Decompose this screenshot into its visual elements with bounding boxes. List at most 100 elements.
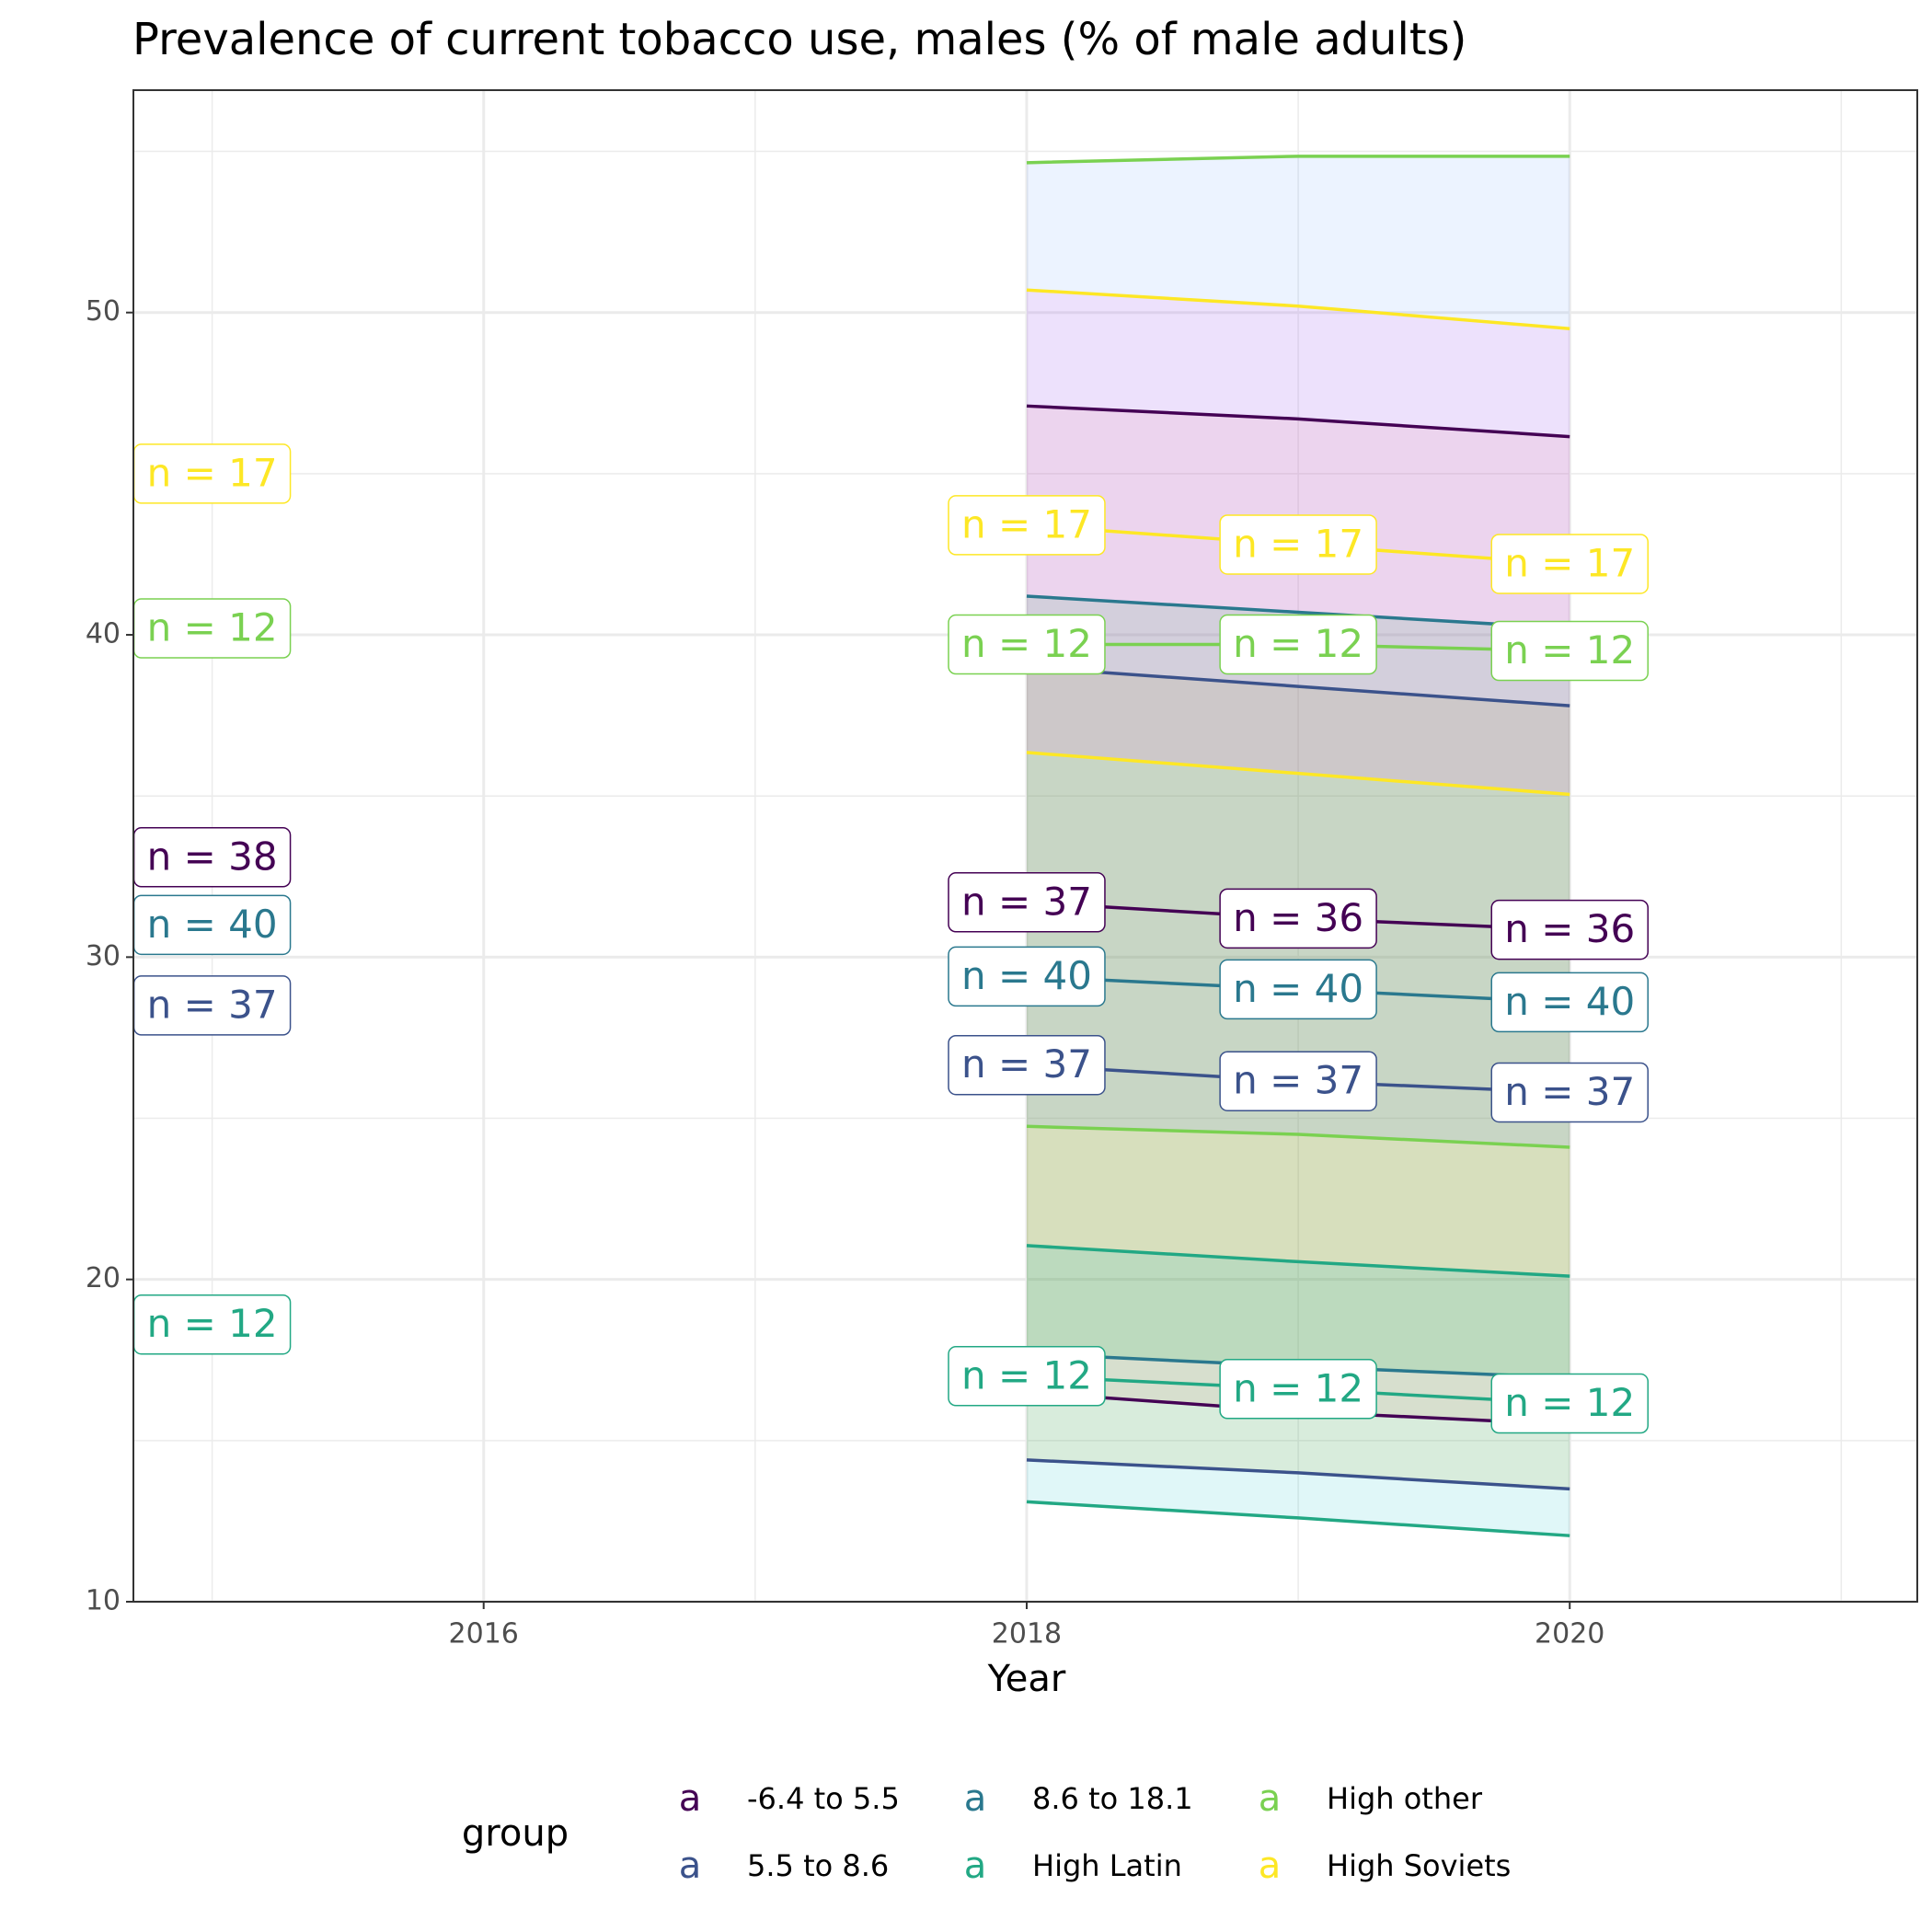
y-tick-label: 20 xyxy=(86,1262,121,1294)
lower-line xyxy=(1026,1500,1570,1537)
data-label-box xyxy=(1490,620,1649,682)
data-label-text: n = 17 xyxy=(147,450,278,495)
legend-label: High Latin xyxy=(1032,1848,1182,1883)
x-tick-label: 2016 xyxy=(449,1618,519,1650)
data-label-text: n = 12 xyxy=(147,605,278,650)
data-label: n = 37 xyxy=(948,872,1106,933)
data-label: n = 12 xyxy=(948,1346,1106,1407)
legend-key: a xyxy=(964,1777,987,1820)
data-label-text: n = 37 xyxy=(961,879,1092,924)
data-label-box xyxy=(1219,959,1377,1020)
data-label-text: n = 38 xyxy=(147,834,278,879)
data-label-box xyxy=(1219,1051,1377,1111)
data-label-box xyxy=(948,1346,1106,1407)
upper-line xyxy=(1026,155,1570,165)
data-label: n = 17 xyxy=(948,495,1106,556)
data-label-text: n = 40 xyxy=(1233,966,1363,1011)
data-label: n = 17 xyxy=(1490,534,1649,594)
legend-title: group xyxy=(462,1812,569,1855)
data-label: n = 40 xyxy=(132,894,292,956)
upper-line xyxy=(1026,1244,1570,1278)
data-label-box xyxy=(1219,888,1377,949)
data-label: n = 38 xyxy=(132,827,292,888)
data-label-text: n = 40 xyxy=(961,953,1092,998)
data-label-box xyxy=(1490,899,1649,960)
data-label-text: n = 37 xyxy=(1504,1069,1635,1114)
data-label-box xyxy=(1490,534,1649,594)
data-label: n = 37 xyxy=(1490,1062,1649,1123)
legend-label: 8.6 to 18.1 xyxy=(1032,1781,1193,1816)
data-label: n = 37 xyxy=(948,1034,1106,1096)
legend-key: a xyxy=(1259,1777,1282,1820)
data-label: n = 12 xyxy=(948,614,1106,675)
x-tick-label: 2020 xyxy=(1535,1618,1604,1650)
data-label-text: n = 12 xyxy=(961,621,1092,666)
data-label: n = 40 xyxy=(1219,959,1377,1020)
data-label: n = 12 xyxy=(1490,620,1649,682)
legend-label: High other xyxy=(1327,1781,1483,1816)
legend-label: 5.5 to 8.6 xyxy=(747,1848,889,1883)
data-label-text: n = 17 xyxy=(1504,540,1635,585)
data-label: n = 12 xyxy=(1490,1373,1649,1434)
data-label: n = 37 xyxy=(1219,1051,1377,1111)
data-label-box xyxy=(1490,1373,1649,1434)
data-label-text: n = 17 xyxy=(1233,521,1363,566)
y-tick-label: 30 xyxy=(86,940,121,972)
x-axis-label: Year xyxy=(987,1658,1066,1700)
data-label: n = 12 xyxy=(1219,1359,1377,1420)
data-label: n = 12 xyxy=(132,1294,292,1355)
data-label-text: n = 36 xyxy=(1504,906,1635,951)
data-label: n = 40 xyxy=(948,946,1106,1007)
y-tick-label: 50 xyxy=(86,295,121,328)
plot-border xyxy=(132,89,1918,1603)
data-label-text: n = 12 xyxy=(1504,627,1635,673)
data-label-text: n = 40 xyxy=(147,902,278,947)
data-label-box xyxy=(948,495,1106,556)
data-label-text: n = 40 xyxy=(1504,979,1635,1024)
data-label-text: n = 37 xyxy=(961,1041,1092,1087)
chart-title: Prevalence of current tobacco use, males… xyxy=(132,14,1466,65)
y-tick-label: 40 xyxy=(86,618,121,650)
lines xyxy=(1026,155,1570,1537)
upper-line xyxy=(1026,288,1570,330)
data-label-text: n = 12 xyxy=(1504,1380,1635,1425)
data-label-box xyxy=(1219,514,1377,575)
legend-key: a xyxy=(1259,1845,1282,1887)
upper-line xyxy=(1026,594,1570,630)
data-label-text: n = 12 xyxy=(961,1352,1092,1397)
y-tick-label: 10 xyxy=(86,1585,121,1617)
data-label-box xyxy=(1490,1062,1649,1123)
data-label-text: n = 12 xyxy=(147,1301,278,1346)
data-label: n = 17 xyxy=(1219,514,1377,575)
data-label-text: n = 12 xyxy=(1233,621,1363,666)
data-label: n = 17 xyxy=(132,443,292,504)
data-label-text: n = 12 xyxy=(1233,1365,1363,1410)
data-label-box xyxy=(948,614,1106,675)
data-label: n = 12 xyxy=(132,598,292,659)
legend-label: -6.4 to 5.5 xyxy=(747,1781,900,1816)
legend-key: a xyxy=(679,1777,702,1820)
labels: n = 37 n = 36 n = 36 n = 37 n = 37 n = 37 n = … xyxy=(132,443,1649,1434)
data-label: n = 12 xyxy=(1219,614,1377,675)
lower-line xyxy=(1026,751,1570,797)
lower-line xyxy=(1026,1124,1570,1149)
data-label-box xyxy=(1219,1359,1377,1420)
legend-label: High Soviets xyxy=(1327,1848,1511,1883)
data-label-box xyxy=(1219,614,1377,675)
data-label-text: n = 36 xyxy=(1233,895,1363,940)
data-label-text: n = 37 xyxy=(1233,1058,1363,1103)
data-label-box xyxy=(1490,972,1649,1033)
upper-line xyxy=(1026,665,1570,707)
data-label-box xyxy=(948,1034,1106,1096)
ribbons xyxy=(1026,155,1570,1536)
data-label: n = 36 xyxy=(1219,888,1377,949)
data-label: n = 37 xyxy=(132,975,292,1036)
upper-line xyxy=(1026,404,1570,439)
data-label: n = 36 xyxy=(1490,899,1649,960)
legend-key: a xyxy=(679,1845,702,1887)
data-label-text: n = 17 xyxy=(961,501,1092,546)
x-tick-label: 2018 xyxy=(992,1618,1062,1650)
data-label-box xyxy=(948,872,1106,933)
data-label: n = 40 xyxy=(1490,972,1649,1033)
